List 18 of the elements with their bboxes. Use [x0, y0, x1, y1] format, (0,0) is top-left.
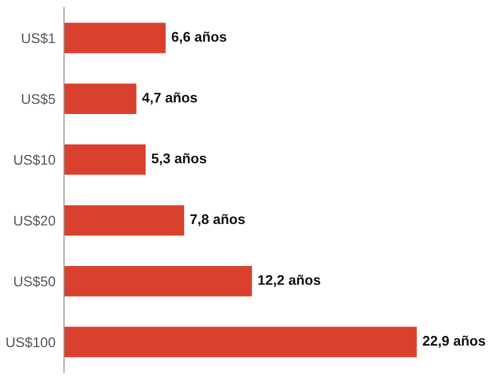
- data-label: 12,2 años: [258, 274, 320, 287]
- data-label: 6,6 años: [172, 32, 226, 44]
- bar: [64, 266, 252, 296]
- bar: [64, 22, 166, 54]
- y-tick-label: US$20: [14, 215, 56, 226]
- y-tick-label: US$10: [14, 154, 56, 166]
- data-label: 4,7 años: [142, 92, 197, 105]
- y-tick-label: US$1: [22, 32, 55, 44]
- bar: [64, 144, 146, 175]
- bar: [64, 326, 417, 358]
- y-tick-label: US$50: [14, 276, 56, 288]
- data-label: 22,9 años: [422, 336, 486, 348]
- data-label: 5,3 años: [152, 153, 206, 166]
- data-label: 7,8 años: [190, 214, 245, 226]
- y-tick-label: US$100: [6, 336, 56, 348]
- y-tick-label: US$5: [22, 94, 56, 105]
- bar: [64, 84, 136, 114]
- bar: [64, 205, 184, 236]
